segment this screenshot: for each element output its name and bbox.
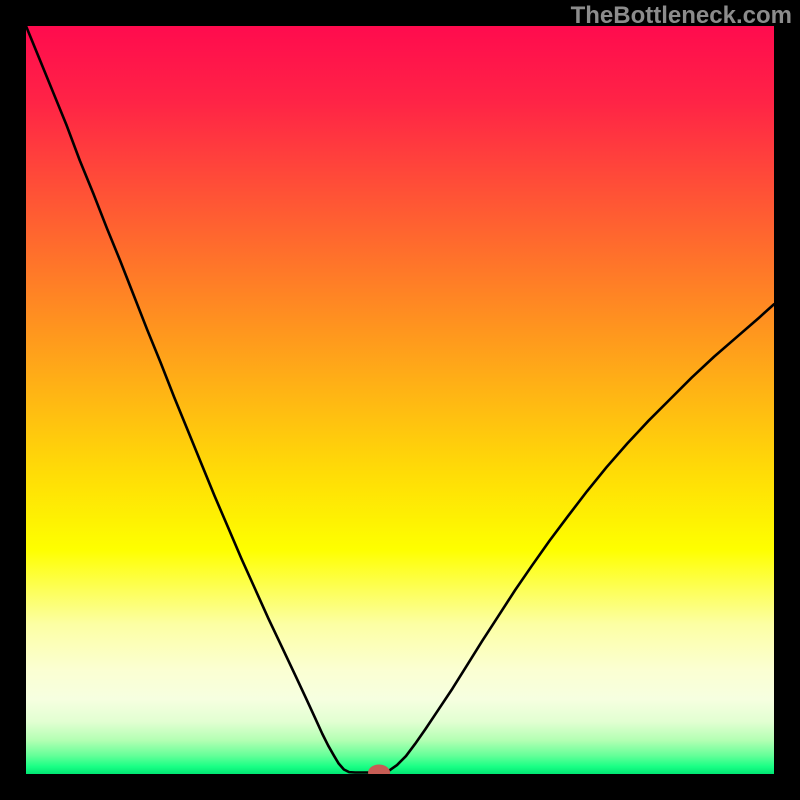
gradient-background [26,26,774,774]
gradient-plot [26,26,774,774]
watermark-text: TheBottleneck.com [571,2,792,30]
chart-frame: TheBottleneck.com [0,0,800,800]
